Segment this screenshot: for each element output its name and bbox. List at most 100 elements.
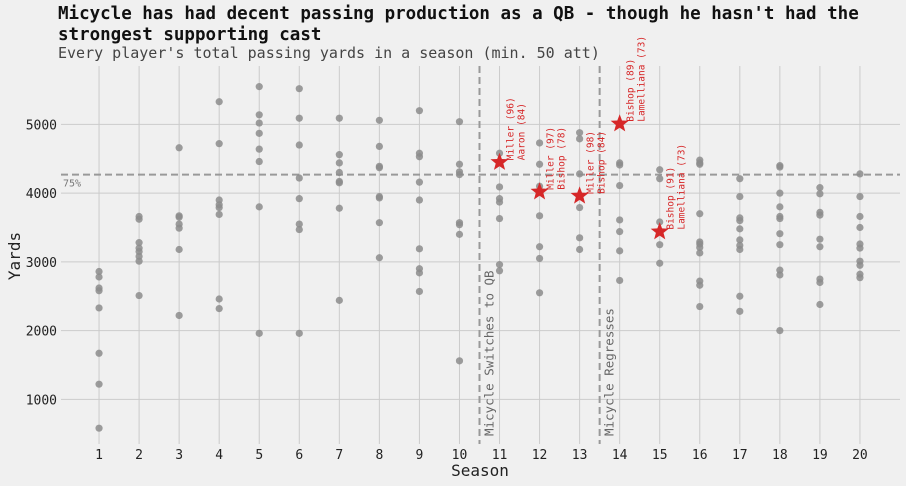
data-point <box>255 83 263 91</box>
highlight-star <box>570 186 589 204</box>
data-point <box>375 194 383 202</box>
data-point <box>375 142 383 151</box>
data-point <box>255 157 263 166</box>
x-tick-label: 6 <box>295 448 303 463</box>
y-axis-label: Yards <box>5 232 24 280</box>
data-point <box>535 139 544 147</box>
highlighted-points: Miller (96) Aaron (84) Miller (97) Bishop (… <box>490 36 688 240</box>
data-point <box>856 192 864 201</box>
x-tick-label: 15 <box>652 448 668 463</box>
data-point <box>215 305 223 313</box>
x-tick-label: 17 <box>732 448 748 463</box>
data-point <box>215 210 223 219</box>
data-point <box>776 241 784 249</box>
star-label: Bishop (78) <box>557 127 568 190</box>
star-label: Miller (98) <box>586 131 597 194</box>
data-point <box>95 267 103 276</box>
data-point <box>295 329 303 337</box>
x-axis-label: Season <box>451 461 509 480</box>
x-tick-label: 16 <box>692 448 708 463</box>
data-point <box>335 151 343 159</box>
data-point <box>495 267 504 275</box>
x-tick-label: 9 <box>416 448 424 463</box>
data-point <box>335 168 343 177</box>
x-tick-label: 10 <box>452 448 468 463</box>
x-tick-label: 18 <box>772 448 788 463</box>
data-point <box>856 274 864 282</box>
data-point <box>215 203 223 212</box>
data-point <box>535 212 544 220</box>
x-tick-label: 12 <box>532 448 548 463</box>
data-point <box>375 254 383 262</box>
x-tick-label: 4 <box>215 448 223 463</box>
tick-labels: 1 2 3 4 5 6 7 8 9 10 11 12 13 14 15 16 17 18 19 20100020003… <box>26 118 868 463</box>
data-point <box>255 111 263 119</box>
data-point <box>255 329 263 337</box>
star-label: Aaron (84) <box>517 103 528 160</box>
data-point <box>856 212 864 221</box>
data-point <box>776 230 784 238</box>
data-point <box>95 349 103 357</box>
data-point <box>736 225 744 233</box>
data-point <box>696 281 704 289</box>
data-point <box>415 107 424 115</box>
data-point <box>495 261 504 269</box>
star-label: Bishop (84) <box>597 131 608 194</box>
data-point <box>255 129 263 137</box>
data-point <box>576 245 584 254</box>
data-point <box>616 161 624 169</box>
data-point <box>455 221 464 229</box>
data-point <box>856 170 864 178</box>
data-point <box>535 160 544 168</box>
data-point <box>816 190 824 198</box>
data-point <box>696 210 704 218</box>
reference-label-vertical: Micycle Regresses <box>602 308 617 436</box>
data-point <box>816 235 824 243</box>
x-tick-label: 19 <box>812 448 828 463</box>
data-point <box>295 114 303 122</box>
data-point <box>656 259 664 267</box>
data-point <box>736 292 744 300</box>
data-point <box>95 273 103 281</box>
data-point <box>776 189 784 197</box>
grid <box>61 66 900 444</box>
data-point <box>135 239 143 247</box>
data-point <box>776 327 784 335</box>
data-point <box>736 307 744 315</box>
data-point <box>616 181 624 190</box>
data-point <box>255 203 263 211</box>
data-point <box>535 289 544 297</box>
data-point <box>295 85 303 93</box>
data-point <box>816 211 824 219</box>
data-point <box>816 243 824 251</box>
data-point <box>495 183 504 191</box>
data-point <box>776 203 784 211</box>
reference-label-75pct: 75% <box>63 179 81 190</box>
data-point <box>415 178 424 186</box>
chart-title: Micycle has had decent passing productio… <box>58 4 859 45</box>
data-point <box>656 166 664 174</box>
data-point <box>856 244 864 252</box>
data-point <box>656 218 664 226</box>
data-point <box>375 219 383 227</box>
data-point <box>856 223 864 232</box>
data-point <box>656 241 664 249</box>
data-point <box>415 287 424 296</box>
x-tick-label: 20 <box>852 448 868 463</box>
data-point <box>95 424 103 432</box>
data-point <box>415 245 424 253</box>
data-point <box>175 224 183 232</box>
data-point <box>215 98 223 106</box>
data-point <box>455 160 464 168</box>
data-point <box>696 243 704 252</box>
data-point <box>295 225 303 234</box>
data-point <box>135 257 143 265</box>
data-point <box>576 234 584 242</box>
x-tick-label: 8 <box>375 448 383 463</box>
star-label: Miller (96) <box>506 97 517 160</box>
star-label: Lamelliana (73) <box>677 144 688 230</box>
data-point <box>415 153 424 161</box>
data-point <box>375 164 383 172</box>
highlight-star <box>490 152 509 170</box>
